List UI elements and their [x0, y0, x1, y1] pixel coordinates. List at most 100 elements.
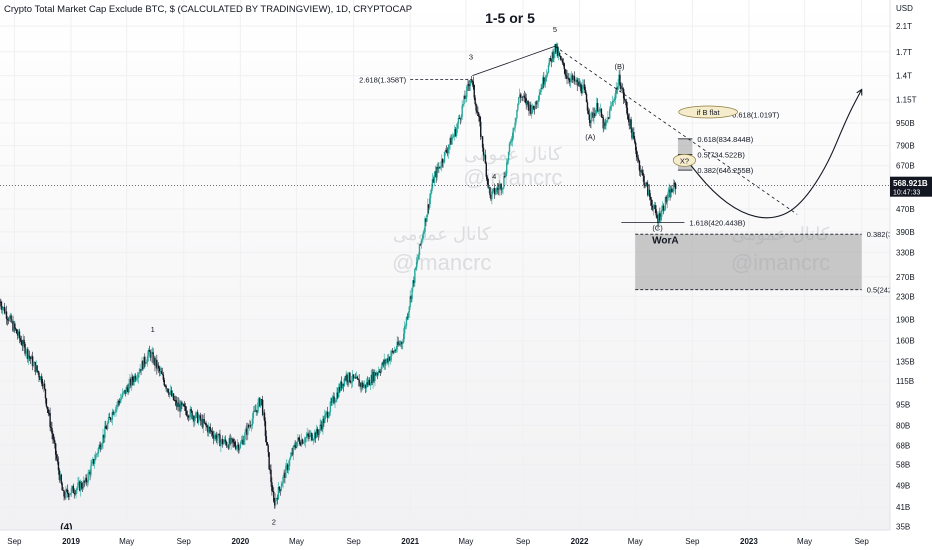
candle-body [215, 434, 217, 441]
y-tick-label: 190B [896, 316, 915, 325]
candle-body [196, 412, 199, 423]
candle-body [500, 184, 502, 191]
candle-body [402, 342, 404, 344]
candle-body [465, 97, 467, 99]
candle-body [255, 410, 257, 412]
candle-body [490, 195, 492, 200]
wave-label: 4 [492, 172, 496, 181]
candle-body [231, 438, 233, 440]
candle-body [183, 404, 185, 407]
candle-body [570, 78, 572, 82]
candle-body [80, 483, 82, 491]
candle-body [419, 244, 422, 246]
candle-body [75, 489, 77, 494]
candle-body [403, 326, 406, 334]
candle-body [250, 425, 253, 427]
candle-body [207, 426, 209, 433]
candle-body [205, 422, 207, 426]
candle-body [603, 122, 605, 129]
candle-body [488, 187, 490, 188]
candle-body [294, 445, 296, 448]
candle-body [512, 128, 514, 139]
candle-body [450, 137, 452, 145]
candle-body [321, 426, 323, 430]
candle-body [130, 378, 132, 386]
candle-body [197, 418, 200, 423]
candle-body [660, 216, 662, 221]
candle-body [304, 438, 307, 443]
candle-body [671, 188, 673, 192]
candle-body [138, 372, 140, 374]
candle-body [37, 370, 39, 373]
candle-body [371, 374, 373, 383]
candle-body [526, 100, 528, 105]
candle-body [511, 138, 513, 142]
candle-body [2, 307, 4, 310]
candle-body [193, 416, 195, 422]
candle-body [501, 189, 503, 191]
candle-body [319, 424, 321, 430]
candle-body [214, 434, 217, 437]
candle-body [544, 76, 547, 82]
candle-body [173, 400, 176, 401]
candle-body [249, 425, 252, 427]
candle-body [422, 233, 424, 239]
candle-body [519, 94, 522, 98]
candle-body [619, 74, 621, 86]
fib-zone [635, 234, 862, 290]
candle-body [106, 422, 109, 429]
wave-label: (C) [652, 223, 663, 232]
candle-body [238, 447, 241, 451]
candle-body [316, 428, 319, 434]
candle-body [169, 392, 171, 396]
candle-body [591, 112, 593, 114]
candle-body [265, 436, 268, 443]
candle-body [338, 387, 340, 398]
candle-body [119, 401, 121, 403]
candle-body [93, 459, 95, 464]
candle-body [327, 415, 330, 418]
candle-body [592, 112, 594, 118]
candle-body [282, 476, 284, 484]
candle-body [258, 398, 260, 403]
candle-body [451, 138, 453, 145]
candle-body [90, 465, 92, 475]
candle-body [629, 119, 631, 126]
candle-body [229, 438, 231, 444]
x-axis[interactable]: Sep 2019 May Sep 2020 May Sep 2021 May Sep 2022 May… [0, 529, 932, 550]
candle-body [670, 188, 672, 198]
candle-body [182, 404, 184, 406]
y-tick-label: 35B [896, 522, 910, 531]
candle-body [237, 444, 240, 451]
candle-body [8, 317, 10, 321]
candle-body [374, 372, 376, 381]
candle-body [5, 311, 8, 319]
candle-body [476, 110, 478, 113]
y-tick-label: 58B [896, 461, 910, 470]
candle-body [155, 359, 157, 366]
candle-body [339, 381, 342, 391]
candle-body [655, 209, 657, 216]
y-axis-unit: USD [896, 4, 913, 13]
candle-body [596, 103, 599, 112]
candle-body [567, 77, 569, 79]
candle-body [54, 440, 56, 444]
candle-body [366, 382, 369, 385]
candle-body [428, 204, 430, 208]
candle-body [341, 383, 344, 389]
candle-body [346, 374, 348, 381]
candle-body [630, 119, 632, 129]
candle-body [1, 306, 3, 310]
x-tick-label: May [458, 537, 473, 546]
y-axis[interactable]: USD 2.1T 1.7T 1.4T 1.15T 950B 790B 670B 470B 390B… [889, 0, 932, 550]
candle-body [67, 493, 70, 498]
candle-body [645, 182, 647, 186]
candle-body [151, 352, 153, 354]
candle-body [343, 378, 346, 386]
x-tick-label: Sep [685, 537, 700, 546]
candle-body [602, 117, 604, 129]
candle-body [403, 333, 405, 343]
candle-body [518, 97, 520, 105]
y-tick-label: 1.15T [896, 96, 917, 105]
